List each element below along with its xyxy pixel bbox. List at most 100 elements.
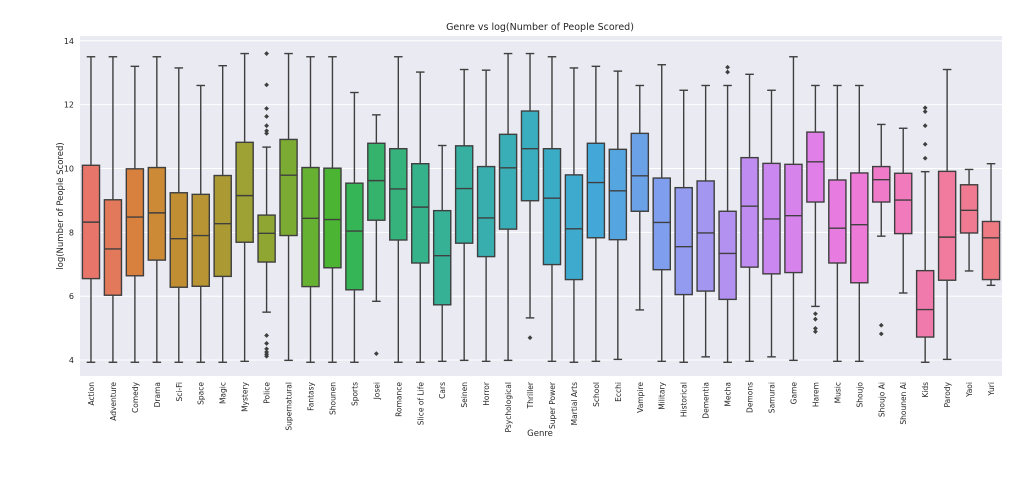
outlier-point [878, 331, 884, 337]
outlier-point [922, 123, 928, 129]
outlier-point [264, 114, 269, 119]
box-kids [915, 105, 935, 363]
box-iqr [828, 179, 847, 264]
x-tick-label: Drama [153, 382, 162, 407]
boxes [81, 51, 1001, 363]
x-tick-label: Sci-Fi [175, 382, 184, 402]
x-tick-label: School [592, 382, 601, 407]
y-axis-label: log(Number of People Scored) [56, 142, 66, 269]
box-iqr [937, 170, 957, 281]
box-iqr [411, 162, 430, 264]
y-tick-label: 12 [64, 101, 74, 110]
box-sports [345, 91, 364, 363]
box-sci-fi [169, 67, 189, 363]
outlier-point [813, 316, 818, 322]
x-tick-label: Shoujo [855, 382, 864, 408]
x-tick-label: Martial Arts [570, 382, 579, 425]
box-iqr [893, 172, 913, 235]
x-tick-label: Slice of Life [416, 382, 425, 426]
outlier-point [264, 130, 269, 136]
x-tick-label: Psychological [504, 382, 513, 433]
box-horror [476, 69, 496, 363]
y-tick-label: 14 [64, 37, 74, 46]
box-iqr [959, 184, 979, 234]
x-tick-label: Cars [438, 382, 447, 399]
x-axis-label: Genre [527, 429, 553, 439]
box-iqr [564, 174, 584, 281]
box-police [257, 51, 276, 359]
box-yuri [981, 162, 1001, 287]
box-martial-arts [564, 67, 584, 363]
outlier-point [813, 329, 818, 335]
x-tick-label: Magic [219, 382, 228, 404]
box-yaoi [959, 168, 979, 272]
outlier-point [264, 82, 269, 88]
box-iqr [367, 142, 386, 221]
y-tick-label: 6 [69, 292, 74, 301]
outlier-point [264, 51, 269, 56]
box-iqr [806, 131, 825, 203]
box-josei [367, 114, 386, 357]
box-iqr [872, 165, 891, 203]
box-thriller [520, 52, 540, 341]
x-tick-label: Samurai [768, 382, 777, 413]
box-harem [806, 84, 825, 335]
box-iqr [915, 269, 935, 338]
outlier-point [922, 155, 928, 161]
box-iqr [740, 156, 759, 268]
x-tick-label: Demons [746, 382, 755, 413]
box-iqr [542, 147, 562, 266]
outlier-point [264, 128, 269, 134]
x-tick-label: Action [87, 382, 96, 406]
box-mecha [718, 64, 737, 363]
box-vampire [630, 84, 650, 311]
box-iqr [652, 177, 671, 271]
outlier-point [264, 333, 269, 338]
outlier-point [922, 109, 928, 115]
box-demons [740, 73, 759, 363]
x-tick-label: Ecchi [614, 382, 623, 402]
x-tick-label: Romance [394, 382, 403, 417]
box-comedy [125, 65, 145, 363]
x-tick-label: Game [789, 382, 798, 405]
x-tick-label: Space [197, 382, 206, 405]
box-iqr [454, 145, 474, 244]
box-parody [937, 68, 957, 361]
box-shoujo-ai [872, 123, 891, 337]
x-tick-label: Adventure [109, 382, 118, 421]
x-tick-label: Fantasy [307, 381, 316, 410]
x-tick-label: Yaoi [965, 382, 974, 398]
x-tick-label: Dementia [702, 382, 711, 419]
box-ecchi [608, 70, 628, 361]
box-iqr [279, 138, 298, 237]
box-iqr [696, 180, 715, 292]
box-iqr [257, 214, 276, 263]
box-dementia [696, 84, 715, 358]
box-iqr [323, 167, 342, 269]
x-tick-labels: Action Adventure Comedy Drama Sci-Fi Space Mag… [87, 381, 996, 432]
outlier-point [878, 322, 884, 328]
box-slice-of-life [411, 71, 430, 363]
box-romance [389, 56, 408, 363]
box-adventure [103, 56, 123, 363]
x-tick-label: Comedy [131, 381, 140, 413]
y-tick-labels: 4 6 8 10 12 14 [64, 37, 74, 365]
box-iqr [389, 147, 408, 241]
box-fantasy [301, 56, 320, 363]
box-action [81, 56, 101, 363]
x-tick-label: Vampire [636, 382, 645, 413]
x-tick-label: Mecha [724, 382, 733, 407]
x-tick-label: Kids [921, 382, 930, 398]
x-tick-label: Parody [943, 381, 952, 407]
box-iqr [191, 193, 210, 287]
box-iqr [674, 186, 693, 296]
x-tick-label: Shounen [328, 382, 337, 415]
outlier-point [922, 141, 928, 147]
box-iqr [784, 163, 803, 274]
outlier-point [264, 106, 269, 111]
box-drama [147, 56, 167, 363]
box-iqr [498, 133, 518, 230]
outlier-point [264, 341, 269, 346]
grid-lines [80, 40, 1002, 361]
